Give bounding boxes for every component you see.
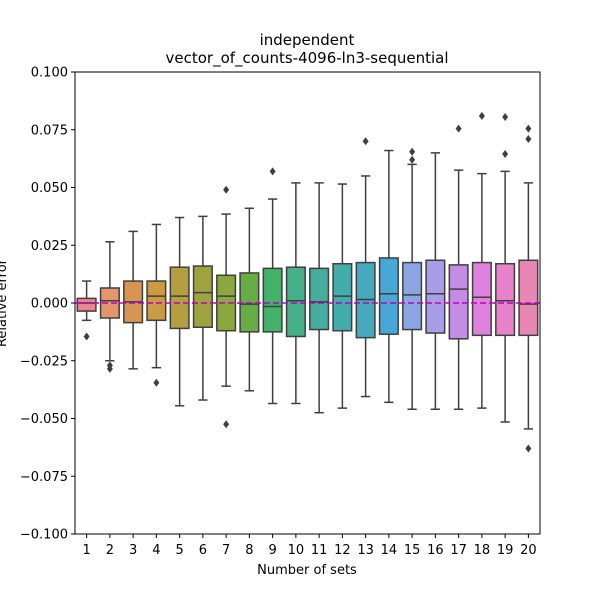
chart-title-line-1: independent bbox=[260, 31, 355, 49]
box-15 bbox=[402, 261, 423, 331]
x-tick-label: 10 bbox=[288, 543, 305, 558]
x-tick-label: 2 bbox=[106, 543, 114, 558]
box-19 bbox=[495, 262, 516, 337]
x-axis-label: Number of sets bbox=[257, 563, 357, 578]
outlier-point bbox=[502, 113, 509, 122]
outlier-point bbox=[223, 420, 230, 429]
x-tick-label: 6 bbox=[199, 543, 207, 558]
x-tick-label: 1 bbox=[82, 543, 90, 558]
x-tick-label: 14 bbox=[381, 543, 398, 558]
x-tick-label: 15 bbox=[404, 543, 421, 558]
outlier-point bbox=[83, 332, 90, 341]
outlier-point bbox=[525, 124, 532, 133]
y-tick-label: 0.050 bbox=[31, 181, 68, 196]
outlier-point bbox=[502, 150, 509, 159]
box-2 bbox=[99, 287, 120, 319]
x-tick-label: 7 bbox=[222, 543, 230, 558]
y-tick-label: 0.100 bbox=[31, 66, 68, 81]
y-tick-label: −0.075 bbox=[20, 470, 68, 485]
box-5 bbox=[169, 266, 190, 330]
box-14 bbox=[378, 257, 399, 335]
box-6 bbox=[192, 265, 213, 329]
outlier-point bbox=[525, 134, 532, 143]
box-16 bbox=[425, 259, 446, 334]
x-tick-label: 13 bbox=[357, 543, 374, 558]
outlier-point bbox=[478, 111, 485, 120]
x-tick-label: 3 bbox=[129, 543, 137, 558]
x-tick-label: 18 bbox=[474, 543, 491, 558]
y-tick-label: −0.025 bbox=[20, 354, 68, 369]
x-tick-label: 5 bbox=[175, 543, 183, 558]
box-12 bbox=[332, 262, 353, 332]
box-20 bbox=[518, 259, 539, 337]
box-7 bbox=[216, 274, 237, 332]
outlier-point bbox=[153, 378, 160, 387]
x-tick-label: 20 bbox=[520, 543, 537, 558]
x-tick-label: 9 bbox=[268, 543, 276, 558]
x-tick-label: 17 bbox=[450, 543, 467, 558]
plot-area: −0.100 −0.075 −0.050 −0.025 0.000 0.025 0.050 0… bbox=[20, 66, 541, 558]
outlier-point bbox=[106, 364, 113, 373]
chart-title-line-2: vector_of_counts-4096-ln3-sequential bbox=[165, 49, 448, 68]
box-4 bbox=[146, 280, 167, 322]
y-tick-label: 0.000 bbox=[31, 297, 68, 312]
outlier-point bbox=[362, 137, 369, 146]
outlier-point bbox=[409, 147, 416, 156]
box-18 bbox=[471, 261, 492, 337]
box-17 bbox=[448, 264, 469, 340]
outlier-point bbox=[525, 444, 532, 453]
y-axis-label: Relative error bbox=[0, 258, 10, 347]
outlier-point bbox=[409, 155, 416, 164]
x-tick-label: 12 bbox=[334, 543, 351, 558]
x-tick-label: 4 bbox=[152, 543, 160, 558]
y-tick-label: −0.100 bbox=[20, 528, 68, 543]
y-tick-label: −0.050 bbox=[20, 412, 68, 427]
outlier-point bbox=[455, 124, 462, 133]
x-tick-label: 16 bbox=[427, 543, 444, 558]
y-tick-label: 0.075 bbox=[31, 123, 68, 138]
x-tick-label: 8 bbox=[245, 543, 253, 558]
axes-frame bbox=[74, 71, 541, 535]
x-tick-label: 19 bbox=[497, 543, 514, 558]
y-tick-label: 0.025 bbox=[31, 239, 68, 254]
box-11 bbox=[309, 267, 330, 331]
box-9 bbox=[262, 267, 283, 333]
box-1 bbox=[76, 297, 97, 312]
outlier-point bbox=[269, 167, 276, 176]
outlier-point bbox=[223, 185, 230, 194]
x-tick-label: 11 bbox=[311, 543, 328, 558]
box-10 bbox=[285, 266, 306, 338]
